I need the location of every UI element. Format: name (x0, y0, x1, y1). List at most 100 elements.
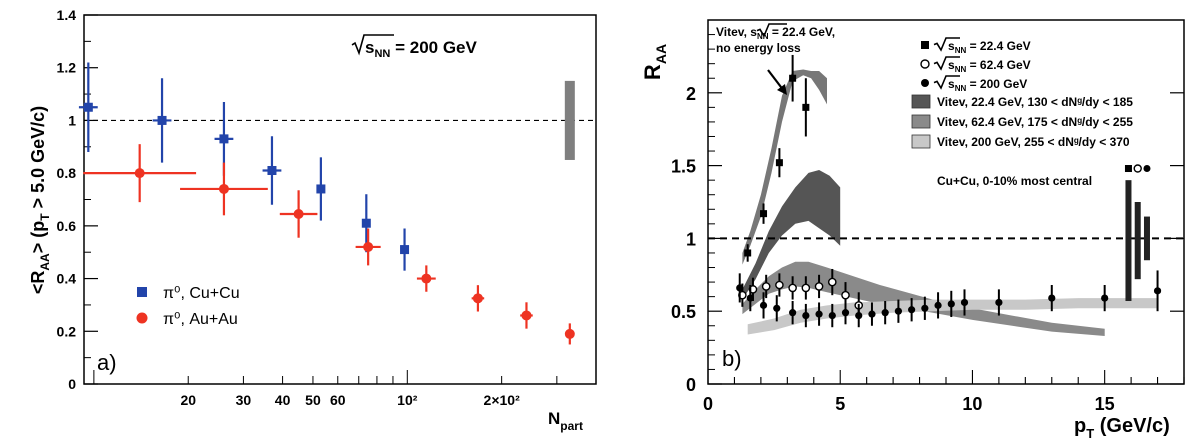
panel-b-annotation-side: Cu+Cu, 0-10% most central (937, 174, 1092, 188)
panel-a-xtick-label: 40 (275, 392, 291, 408)
ylabel-part: > 5.0 GeV/c) (28, 106, 48, 214)
panel-b-point (855, 311, 863, 320)
panel-b-point (934, 301, 942, 309)
panel-b-xlabel: pT (GeV/c) (1074, 415, 1170, 440)
panel-a-point (421, 273, 432, 284)
panel-b-systematic-bar (1134, 202, 1141, 280)
panel-b-legend-swatch (911, 94, 931, 109)
panel-b-legend-sqrt (933, 37, 960, 52)
panel-b-series (744, 54, 810, 262)
panel-b-point (841, 290, 850, 300)
panel-a-ytick-label: 0.2 (57, 323, 77, 339)
panel-b-point (868, 310, 876, 318)
ylabel-part: > (p (28, 221, 48, 254)
panel-b-point (759, 301, 768, 309)
annotation-rest: = 200 GeV (390, 38, 477, 57)
legend-part: s (948, 58, 955, 72)
panel-b-xtick-label: 10 (962, 394, 982, 414)
panel-b-point (1048, 294, 1056, 302)
ylabel-main: R (640, 64, 665, 80)
panel-b-point (775, 159, 783, 167)
panel-a-series (83, 144, 575, 345)
panel-a-ytick-label: 0.8 (57, 165, 77, 181)
panel-a-point (83, 102, 93, 112)
annotation-part: Vitev, (716, 25, 747, 39)
legend-part: s (948, 77, 955, 91)
xlabel-main: N (548, 409, 560, 428)
panel-a-ytick-label: 0.4 (57, 271, 77, 287)
panel-a-systematic-band (564, 80, 575, 160)
panel-a-sqrt-symbol (351, 34, 394, 56)
panel-a-ylabel: <RAA> (pT > 5.0 GeV/c) (28, 106, 52, 294)
panel-b-theory-band (747, 298, 1158, 335)
panel-b-point (947, 300, 955, 308)
panel-b-point (736, 284, 744, 292)
panel-b-point (960, 298, 969, 307)
panel-b-annotation-sqrt (756, 23, 787, 38)
ylabel-sub: AA (653, 44, 669, 64)
panel-b-ylabel: RAA (640, 44, 669, 80)
panel-a-point (316, 184, 326, 194)
panel-a-point (267, 166, 277, 176)
panel-b-point (1153, 287, 1162, 295)
panel-a-ytick-label: 1 (68, 112, 76, 128)
panel-b-legend-marker (920, 59, 930, 69)
panel-a-point (134, 168, 145, 179)
panel-a-xtick-label: 50 (305, 392, 321, 408)
panel-b-xtick-label: 15 (1095, 394, 1115, 414)
legend-part: NN (955, 65, 967, 74)
panel-b-plot-area (708, 54, 1184, 336)
panel-b-point (760, 210, 768, 218)
panel-b-point (788, 283, 797, 293)
panel-a-point (157, 115, 167, 125)
panel-b-point (908, 306, 916, 314)
ylabel-part: <R (28, 271, 48, 295)
panel-a-point (400, 245, 410, 255)
panel-a-ytick-label: 1.2 (57, 60, 77, 76)
legend-part: = 62.4 GeV (966, 58, 1030, 72)
panel-b-ytick-label: 1.5 (671, 157, 696, 177)
panel-b-frame (707, 19, 1185, 385)
panel-a-point (293, 208, 304, 219)
panel-a-annotation: sNN = 200 GeV (365, 38, 477, 60)
annotation-s: s (365, 38, 374, 57)
panel-b-annotation-line2: no energy loss (716, 41, 801, 55)
annotation-part: NN (757, 32, 769, 41)
panel-b-point (815, 310, 823, 318)
xlabel-sub: T (1086, 426, 1094, 440)
panel-b-point (1101, 294, 1109, 302)
annotation-part: s (747, 25, 757, 39)
panel-a-legend-marker (137, 287, 147, 297)
panel-a-xtick-label: 30 (236, 392, 252, 408)
panel-b-point (802, 103, 810, 111)
panel-b-xtick-label: 0 (703, 394, 713, 414)
panel-b-point (802, 311, 810, 320)
panel-b-legend-label: sNN = 22.4 GeV (948, 39, 1031, 55)
panel-b-point (995, 298, 1003, 307)
panel-b-point (828, 311, 836, 320)
xlabel-sub: part (560, 419, 583, 433)
legend-part: NN (955, 46, 967, 55)
panel-b-legend-label: sNN = 200 GeV (948, 77, 1027, 93)
xlabel-main: p (1074, 415, 1086, 437)
panel-b-point (744, 249, 752, 257)
panel-b-systematic-bar (1125, 180, 1132, 302)
panel-a-xtick-label: 2×10² (484, 392, 521, 408)
panel-a-point (521, 310, 532, 321)
panel-b-point (921, 304, 929, 312)
panel-a-xtick-label: 20 (180, 392, 196, 408)
panel-b-point (827, 277, 837, 287)
panel-a-legend-label: π⁰, Au+Au (163, 311, 238, 328)
panel-a-legend-label: π⁰, Cu+Cu (163, 285, 240, 302)
panel-a-xtick-label: 60 (330, 392, 346, 408)
panel-b-point (775, 280, 784, 290)
panel-b-ytick-label: 0.5 (671, 302, 696, 322)
panel-b-legend-band-label: Vitev, 200 GeV, 255 < dNᵍ/dy < 370 (937, 135, 1130, 149)
panel-b-point (814, 282, 824, 291)
panel-b-ytick-label: 1 (686, 229, 696, 249)
legend-part: NN (955, 84, 967, 93)
panel-a-point (472, 293, 483, 304)
panel-b-legend-marker (921, 79, 929, 87)
panel-b-point (881, 309, 889, 317)
